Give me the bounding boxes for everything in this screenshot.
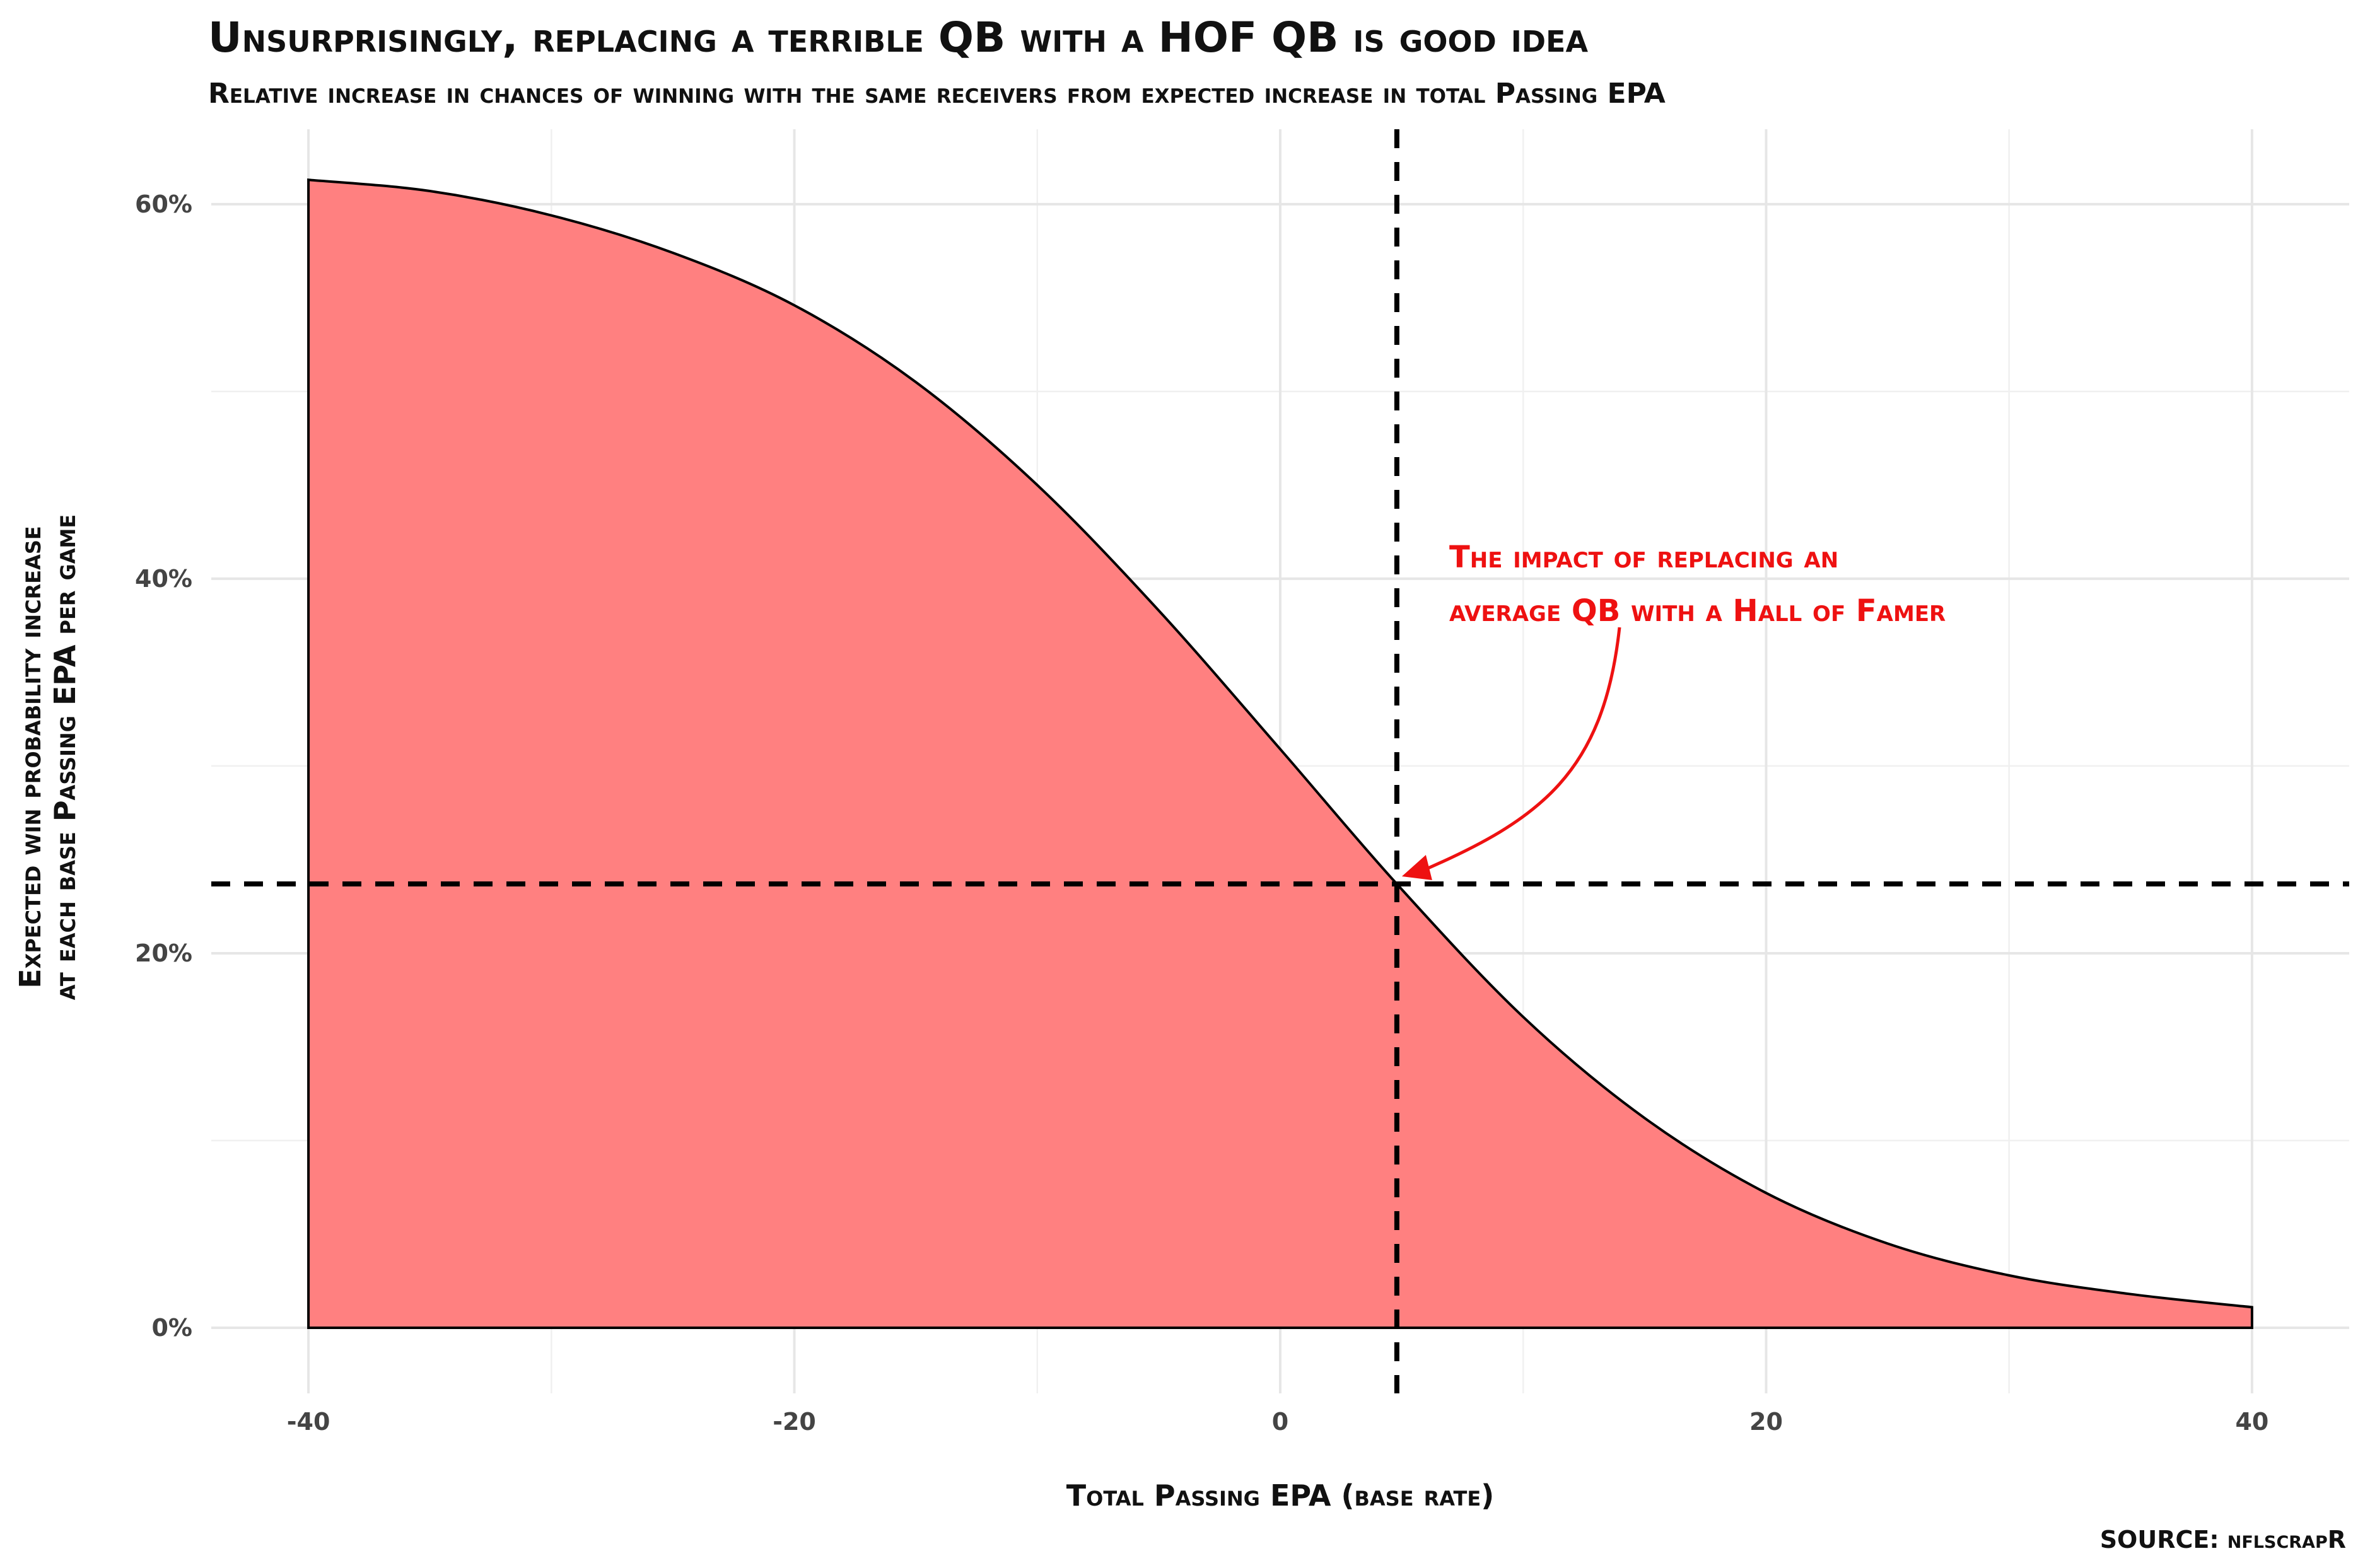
area-line: [307, 178, 2253, 1330]
annotation-line-1: The impact of replacing an: [1449, 540, 1838, 575]
tick-labels: -40 -20 0 20 40 0% 20% 40% 60%: [135, 190, 2268, 1436]
y-axis-title: Expected win probability increase at eac…: [13, 514, 82, 1000]
chart-subtitle: Relative increase in chances of winning …: [208, 78, 1666, 110]
x-tick-label: 0: [1272, 1408, 1288, 1436]
caption: SOURCE: nflscrapR: [2100, 1526, 2346, 1553]
reference-lines: [211, 129, 2349, 1393]
annotation-line-2: average QB with a Hall of Famer: [1449, 593, 1946, 629]
y-tick-label: 20%: [135, 939, 192, 967]
y-axis-title-line-2: at each base Passing EPA per game: [48, 514, 82, 1000]
annotation-arrow: [1420, 627, 1621, 873]
y-tick-label: 60%: [135, 190, 192, 218]
annotation: The impact of replacing an average QB wi…: [1401, 540, 1946, 881]
x-tick-label: -40: [287, 1408, 330, 1436]
x-tick-label: 40: [2235, 1408, 2268, 1436]
x-tick-label: -20: [773, 1408, 816, 1436]
y-axis-title-line-1: Expected win probability increase: [13, 526, 47, 989]
x-tick-label: 20: [1749, 1408, 1783, 1436]
chart-title: Unsurprisingly, replacing a terrible QB …: [208, 13, 1588, 62]
x-axis-title: Total Passing EPA (base rate): [1066, 1478, 1494, 1513]
area-fill: [308, 180, 2252, 1328]
y-tick-label: 40%: [135, 565, 192, 593]
annotation-arrowhead: [1401, 855, 1432, 881]
y-tick-label: 0%: [151, 1314, 192, 1342]
